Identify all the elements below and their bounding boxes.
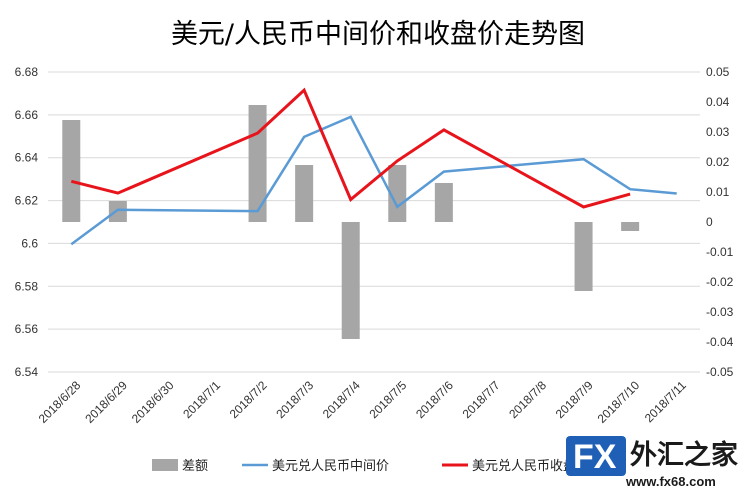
x-tick-label: 2018/7/10 (595, 378, 643, 426)
right-tick-label: -0.02 (706, 275, 734, 289)
bar (248, 105, 267, 222)
x-tick-label: 2018/7/2 (227, 378, 270, 421)
bars (62, 105, 640, 339)
left-tick-label: 6.64 (15, 151, 39, 165)
left-tick-label: 6.62 (15, 194, 39, 208)
left-tick-label: 6.56 (15, 322, 39, 336)
fx68-logo: FX 外汇之家 www.fx68.com (566, 436, 738, 489)
right-tick-label: -0.04 (706, 335, 734, 349)
x-tick-label: 2018/7/3 (273, 378, 316, 421)
right-tick-label: 0.05 (706, 65, 730, 79)
x-tick-label: 2018/6/28 (36, 378, 84, 426)
bar (574, 222, 593, 291)
x-tick-label: 2018/7/11 (642, 378, 689, 425)
right-tick-label: 0 (706, 215, 713, 229)
x-tick-label: 2018/7/7 (460, 378, 503, 421)
x-tick-label: 2018/7/5 (366, 378, 409, 421)
logo-fx-box (566, 436, 626, 476)
bar (621, 222, 640, 231)
bar (62, 120, 81, 222)
legend-label: 差额 (182, 459, 208, 474)
logo-cn-text: 外汇之家 (630, 439, 738, 471)
x-tick-label: 2018/6/30 (129, 378, 177, 426)
left-tick-label: 6.66 (15, 108, 39, 122)
bar (341, 222, 360, 339)
grid (48, 71, 700, 373)
legend: 差额 美元兑人民币中间价 美元兑人民币收盘价 (152, 458, 589, 474)
right-axis: -0.05 -0.04 -0.03 -0.02 -0.01 0 0.01 0.02 0.03 0.… (706, 65, 734, 379)
legend-label: 美元兑人民币中间价 (272, 459, 389, 474)
logo-url-text: www.fx68.com (625, 474, 716, 489)
legend-swatch (152, 459, 178, 471)
right-tick-label: 0.03 (706, 125, 730, 139)
chart-title: 美元/人民币中间价和收盘价走势图 (171, 19, 585, 50)
lines (70, 87, 677, 246)
legend-label: 美元兑人民币收盘价 (472, 458, 589, 474)
bar (108, 201, 127, 222)
right-tick-label: 0.01 (706, 185, 730, 199)
x-tick-label: 2018/7/6 (413, 378, 456, 421)
left-axis: 6.54 6.56 6.58 6.6 6.62 6.64 6.66 6.68 (15, 65, 39, 379)
right-tick-label: -0.03 (706, 305, 734, 319)
series-line (70, 115, 677, 246)
x-tick-label: 2018/7/8 (506, 378, 549, 421)
left-tick-label: 6.6 (21, 236, 38, 250)
x-tick-label: 2018/6/29 (82, 378, 130, 426)
right-tick-label: -0.05 (706, 365, 734, 379)
bar (295, 165, 314, 222)
x-tick-label: 2018/7/4 (320, 378, 363, 421)
left-tick-label: 6.58 (15, 279, 39, 293)
right-tick-label: 0.02 (706, 155, 730, 169)
x-tick-label: 2018/7/1 (180, 378, 223, 421)
right-tick-label: 0.04 (706, 95, 730, 109)
series-line (70, 87, 631, 209)
right-tick-label: -0.01 (706, 245, 734, 259)
x-tick-label: 2018/7/9 (553, 378, 596, 421)
logo-fx-text: FX (573, 438, 617, 476)
left-tick-label: 6.68 (15, 65, 39, 79)
left-tick-label: 6.54 (15, 365, 39, 379)
bar (388, 165, 407, 222)
bar (434, 183, 453, 222)
